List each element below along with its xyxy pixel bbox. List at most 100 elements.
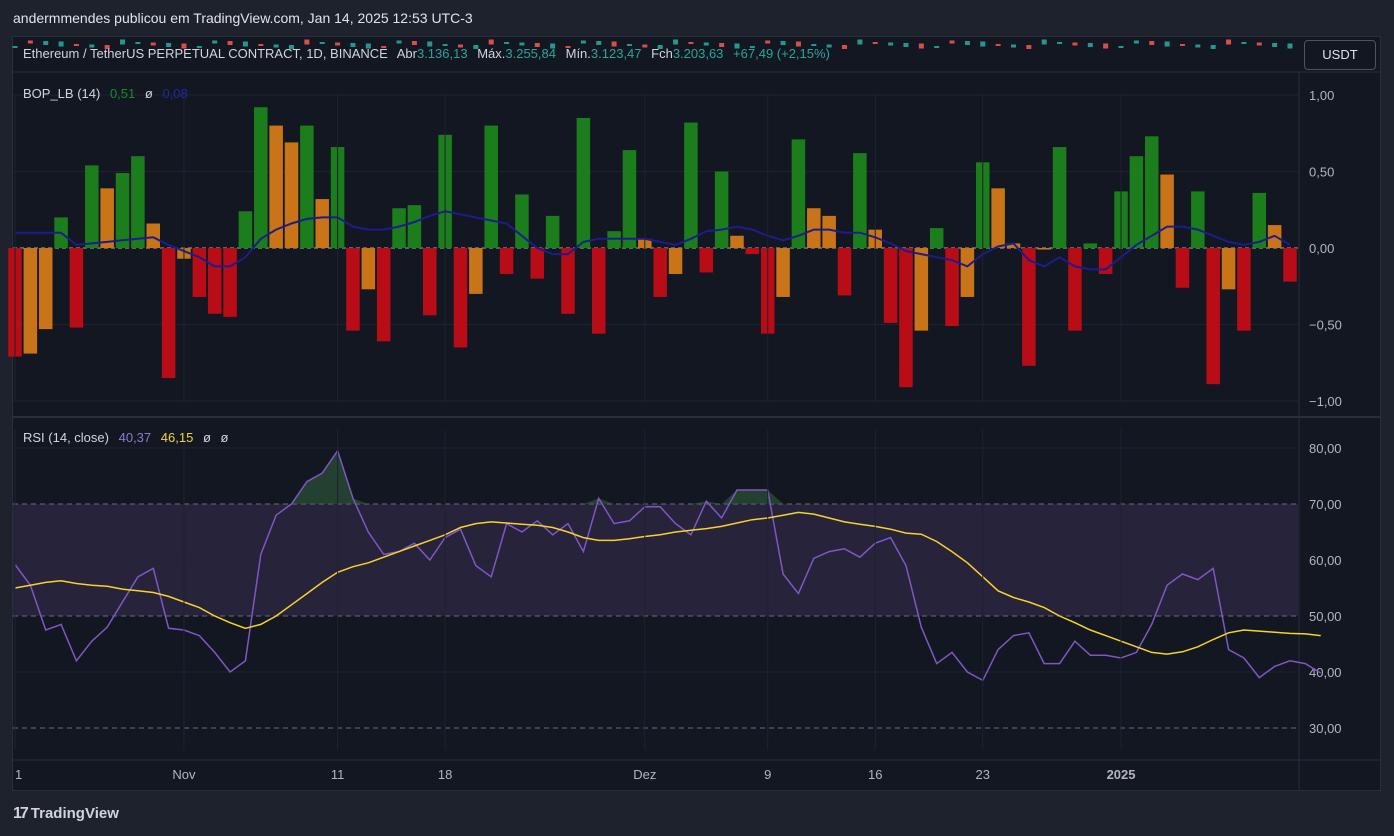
bop-bar[interactable] — [591, 248, 606, 334]
bop-empty-value: ø — [144, 86, 153, 101]
bop-bar[interactable] — [85, 165, 99, 248]
bop-bar[interactable] — [38, 248, 53, 330]
bop-bar[interactable] — [1144, 136, 1159, 248]
bop-bar[interactable] — [161, 248, 176, 379]
bop-bar[interactable] — [1252, 192, 1267, 248]
candle — [580, 40, 586, 44]
bop-bar[interactable] — [1191, 191, 1205, 248]
candle — [166, 43, 172, 47]
bop-bar[interactable] — [1129, 156, 1144, 248]
bop-bar[interactable] — [853, 153, 867, 248]
rsi-ma-line[interactable] — [14, 511, 1321, 655]
bop-bar[interactable] — [392, 208, 406, 248]
candle — [688, 42, 694, 44]
bop-bar[interactable] — [1175, 248, 1190, 288]
bop-bar[interactable] — [315, 199, 329, 248]
bop-bar[interactable] — [545, 215, 560, 248]
bop-bar[interactable] — [837, 248, 852, 296]
bop-bar[interactable] — [960, 248, 975, 297]
bop-bar[interactable] — [576, 117, 591, 248]
bop-bar[interactable] — [822, 215, 836, 248]
bop-bar[interactable] — [945, 248, 959, 327]
bop-bar[interactable] — [284, 142, 299, 248]
bop-bar[interactable] — [515, 194, 529, 248]
bop-bar[interactable] — [131, 156, 145, 248]
candle — [550, 43, 556, 49]
bop-y-tick-label: 0,00 — [1309, 241, 1334, 256]
bop-bar[interactable] — [207, 248, 222, 314]
bop-signal-value: 0,08 — [162, 86, 188, 101]
candle — [995, 44, 1001, 46]
bop-bar[interactable] — [269, 125, 283, 248]
candle — [365, 43, 371, 49]
bop-bar[interactable] — [1052, 147, 1067, 248]
bop-bar[interactable] — [914, 248, 929, 331]
bop-bar[interactable] — [1083, 243, 1098, 248]
candle — [1287, 43, 1293, 49]
bop-bar[interactable] — [561, 248, 575, 314]
bop-bar[interactable] — [1006, 243, 1021, 248]
bop-bar[interactable] — [223, 248, 237, 317]
candle — [27, 40, 33, 44]
tradingview-logo[interactable]: 17 TradingView — [13, 805, 119, 823]
bop-bar[interactable] — [1221, 248, 1236, 290]
bop-bar[interactable] — [991, 188, 1005, 248]
rsi-line[interactable] — [14, 449, 1322, 682]
bop-bar[interactable] — [238, 211, 253, 248]
bop-bar[interactable] — [499, 248, 514, 275]
bop-bar[interactable] — [668, 248, 683, 275]
bop-bar[interactable] — [899, 248, 913, 388]
bop-bar[interactable] — [361, 248, 376, 290]
bop-signal-line[interactable] — [15, 210, 1291, 271]
bop-bar[interactable] — [1068, 248, 1082, 331]
candle — [657, 45, 663, 49]
bop-bar[interactable] — [730, 235, 744, 248]
bop-bar[interactable] — [1237, 248, 1251, 331]
bop-bar[interactable] — [376, 248, 391, 342]
bop-bar[interactable] — [622, 150, 637, 248]
bop-legend[interactable]: BOP_LB (14) 0,51 ø 0,08 — [23, 86, 194, 101]
bop-bar[interactable] — [115, 173, 130, 248]
bop-bar[interactable] — [791, 139, 806, 248]
x-tick-label: 11 — [331, 767, 345, 782]
bop-bar[interactable] — [69, 248, 84, 328]
bop-bar[interactable] — [146, 223, 161, 248]
bop-bar[interactable] — [469, 248, 483, 294]
bop-bar[interactable] — [745, 248, 760, 255]
bop-bar[interactable] — [929, 228, 944, 248]
currency-button[interactable]: USDT — [1304, 40, 1376, 70]
candle — [89, 44, 95, 48]
bop-bar[interactable] — [254, 107, 268, 249]
bop-bar[interactable] — [699, 248, 714, 273]
symbol-name[interactable]: Ethereum / TetherUS PERPETUAL CONTRACT, … — [23, 46, 388, 61]
bop-bar[interactable] — [23, 248, 38, 354]
bop-bar[interactable] — [300, 125, 314, 248]
bop-bar[interactable] — [1037, 248, 1051, 250]
bop-bar[interactable] — [1206, 248, 1220, 385]
bop-bar[interactable] — [453, 248, 468, 348]
bop-bar[interactable] — [484, 125, 498, 248]
bop-bar[interactable] — [407, 205, 422, 248]
bop-bar[interactable] — [530, 248, 545, 279]
candle — [1057, 42, 1063, 44]
bop-bar[interactable] — [346, 248, 360, 331]
rsi-ma-value: 46,15 — [160, 430, 194, 445]
candle — [1195, 44, 1201, 48]
bop-bar[interactable] — [776, 248, 790, 297]
rsi-legend[interactable]: RSI (14, close) 40,37 46,15 ø ø — [23, 430, 234, 445]
bop-bar[interactable] — [100, 188, 114, 248]
bop-bar[interactable] — [1022, 248, 1036, 366]
bop-bar[interactable] — [1160, 174, 1174, 248]
bop-bar[interactable] — [883, 248, 898, 323]
open-value: 3.136,13 — [416, 46, 468, 61]
x-tick-label: Nov — [172, 767, 196, 782]
candle — [1272, 43, 1278, 47]
bop-bar[interactable] — [807, 208, 821, 248]
bop-bar[interactable] — [423, 248, 437, 316]
bop-bar[interactable] — [653, 248, 667, 297]
bop-bar[interactable] — [714, 171, 729, 249]
candle — [795, 41, 801, 47]
bop-bar[interactable] — [684, 122, 698, 248]
bop-bar[interactable] — [1283, 248, 1297, 282]
